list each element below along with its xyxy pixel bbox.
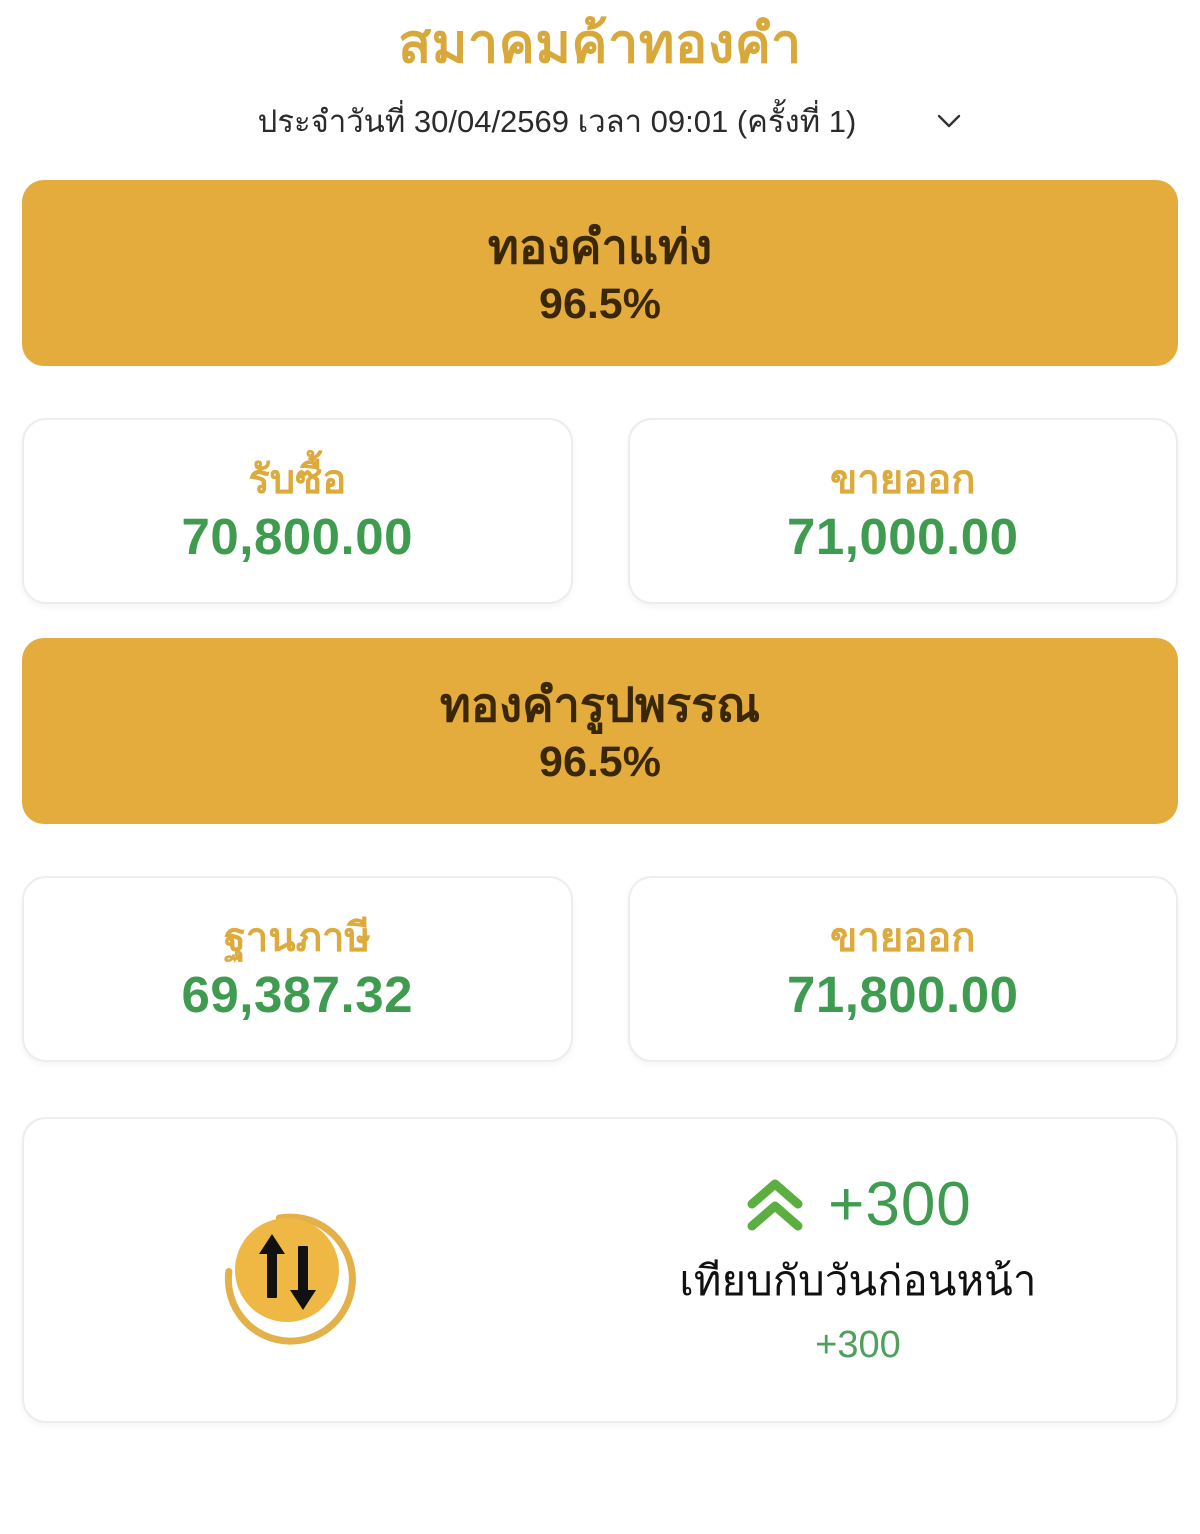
section-banner-ornament: ทองคำรูปพรรณ 96.5% [22, 638, 1178, 825]
date-text: ประจำวันที่ 30/04/2569 เวลา 09:01 (ครั้ง… [257, 104, 857, 140]
price-label: ขายออก [829, 458, 976, 503]
banner-purity: 96.5% [539, 737, 661, 786]
banner-purity: 96.5% [539, 279, 661, 328]
price-value: 71,800.00 [787, 966, 1019, 1024]
price-change-icon-area [24, 1190, 554, 1350]
price-value: 71,000.00 [787, 508, 1019, 566]
date-selector-row[interactable]: ประจำวันที่ 30/04/2569 เวลา 09:01 (ครั้ง… [22, 96, 1178, 146]
price-label: ฐานภาษี [223, 916, 371, 961]
price-card-ornament-sell[interactable]: ขายออก 71,800.00 [627, 876, 1178, 1063]
price-change-sub-amount: +300 [815, 1323, 901, 1366]
price-change-headline: +300 [744, 1174, 972, 1236]
price-change-caption: เทียบกับวันก่อนหน้า [679, 1257, 1037, 1305]
price-card-bullion-buy[interactable]: รับซื้อ 70,800.00 [22, 418, 573, 605]
swap-up-down-icon [209, 1190, 369, 1350]
chevron-down-icon[interactable] [932, 104, 966, 138]
header: สมาคมค้าทองคำ ประจำวันที่ 30/04/2569 เวล… [22, 0, 1178, 146]
price-value: 69,387.32 [181, 966, 413, 1024]
price-card-bullion-sell[interactable]: ขายออก 71,000.00 [627, 418, 1178, 605]
price-label: รับซื้อ [248, 458, 347, 503]
section-banner-bullion: ทองคำแท่ง 96.5% [22, 180, 1178, 367]
price-label: ขายออก [829, 916, 976, 961]
price-change-info: +300 เทียบกับวันก่อนหน้า +300 [554, 1174, 1176, 1366]
price-value: 70,800.00 [181, 508, 413, 566]
price-card-ornament-taxbase[interactable]: ฐานภาษี 69,387.32 [22, 876, 573, 1063]
banner-title: ทองคำรูปพรรณ [439, 678, 761, 732]
double-chevron-up-icon [744, 1176, 806, 1234]
banner-title: ทองคำแท่ง [487, 220, 713, 274]
page-title: สมาคมค้าทองคำ [398, 14, 802, 74]
price-change-card[interactable]: +300 เทียบกับวันก่อนหน้า +300 [22, 1117, 1178, 1424]
price-change-amount: +300 [828, 1170, 972, 1240]
price-row-bullion: รับซื้อ 70,800.00 ขายออก 71,000.00 [22, 418, 1178, 605]
price-row-ornament: ฐานภาษี 69,387.32 ขายออก 71,800.00 [22, 876, 1178, 1063]
